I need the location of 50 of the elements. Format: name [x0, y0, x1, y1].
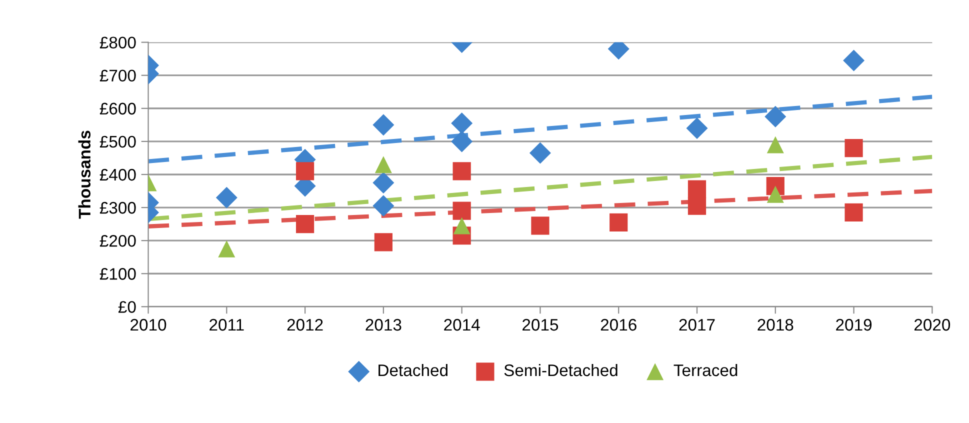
point — [451, 112, 473, 134]
point — [688, 196, 706, 215]
x-tick-label: 2018 — [758, 318, 794, 331]
y-tick-label: £300 — [100, 202, 136, 214]
y-tick-label: £500 — [100, 136, 136, 148]
y-tick-label: £600 — [100, 102, 136, 115]
point — [844, 203, 863, 222]
x-tick-label: 2017 — [679, 318, 715, 331]
x-tick-label: 2016 — [600, 318, 636, 331]
x-tick-label: 2015 — [522, 318, 558, 331]
point — [529, 142, 551, 164]
point — [453, 217, 470, 234]
legend-label: Terraced — [674, 364, 738, 376]
point — [766, 136, 784, 154]
x-tick-label: 2010 — [130, 318, 166, 331]
point — [374, 233, 392, 252]
point — [372, 172, 394, 194]
point — [766, 186, 784, 203]
x-tick-label: 2020 — [914, 318, 950, 331]
point — [296, 215, 314, 234]
legend-label: Detached — [378, 364, 448, 376]
point — [844, 138, 863, 158]
x-tick-label: 2019 — [836, 318, 872, 331]
y-tick-label: £700 — [100, 70, 136, 82]
y-axis-title: Thousands — [78, 130, 91, 219]
point — [451, 130, 473, 152]
point — [688, 180, 706, 198]
point — [216, 186, 238, 208]
point — [452, 162, 471, 180]
x-tick-label: 2014 — [444, 318, 480, 331]
y-tick-label: £800 — [100, 36, 136, 49]
x-tick-label: 2013 — [366, 318, 402, 331]
point — [843, 50, 865, 72]
point — [686, 117, 708, 139]
point — [372, 195, 394, 217]
point — [374, 156, 392, 174]
point — [764, 106, 786, 128]
point — [372, 114, 394, 136]
y-tick-label: £100 — [100, 268, 136, 280]
point — [610, 213, 628, 232]
x-tick-label: 2011 — [210, 318, 244, 331]
y-tick-label: £400 — [100, 168, 136, 181]
point — [452, 202, 471, 220]
y-tick-label: £200 — [100, 234, 136, 247]
x-tick-label: 2012 — [287, 318, 323, 331]
legend-label: Semi-Detached — [504, 364, 618, 376]
y-tick-label: £0 — [118, 301, 136, 313]
point — [531, 216, 550, 235]
point — [218, 240, 236, 258]
point — [296, 162, 314, 180]
